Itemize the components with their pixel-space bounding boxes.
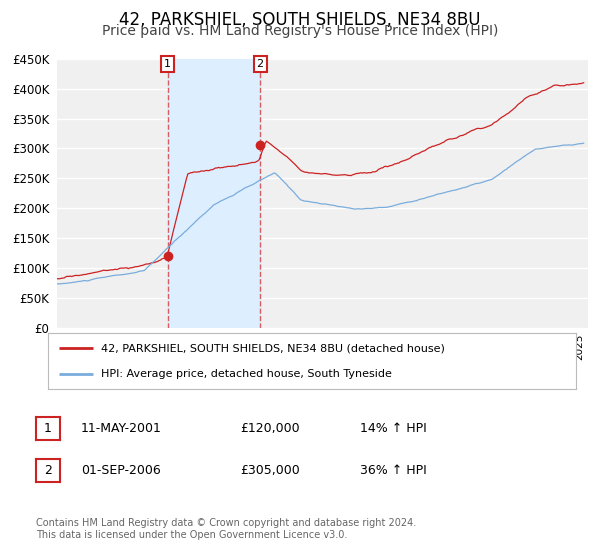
Text: 1: 1 (44, 422, 52, 435)
Text: £120,000: £120,000 (240, 422, 299, 435)
Bar (168, 59, 260, 328)
Text: 2: 2 (257, 59, 264, 69)
Text: HPI: Average price, detached house, South Tyneside: HPI: Average price, detached house, Sout… (101, 369, 392, 379)
Text: 2: 2 (44, 464, 52, 477)
Text: 36% ↑ HPI: 36% ↑ HPI (360, 464, 427, 477)
Text: £305,000: £305,000 (240, 464, 300, 477)
Text: 1: 1 (164, 59, 171, 69)
Text: 01-SEP-2006: 01-SEP-2006 (81, 464, 161, 477)
Text: 42, PARKSHIEL, SOUTH SHIELDS, NE34 8BU: 42, PARKSHIEL, SOUTH SHIELDS, NE34 8BU (119, 11, 481, 29)
Text: 42, PARKSHIEL, SOUTH SHIELDS, NE34 8BU (detached house): 42, PARKSHIEL, SOUTH SHIELDS, NE34 8BU (… (101, 343, 445, 353)
Text: Contains HM Land Registry data © Crown copyright and database right 2024.
This d: Contains HM Land Registry data © Crown c… (36, 518, 416, 540)
Text: 11-MAY-2001: 11-MAY-2001 (81, 422, 162, 435)
Text: Price paid vs. HM Land Registry's House Price Index (HPI): Price paid vs. HM Land Registry's House … (102, 24, 498, 38)
Text: 14% ↑ HPI: 14% ↑ HPI (360, 422, 427, 435)
